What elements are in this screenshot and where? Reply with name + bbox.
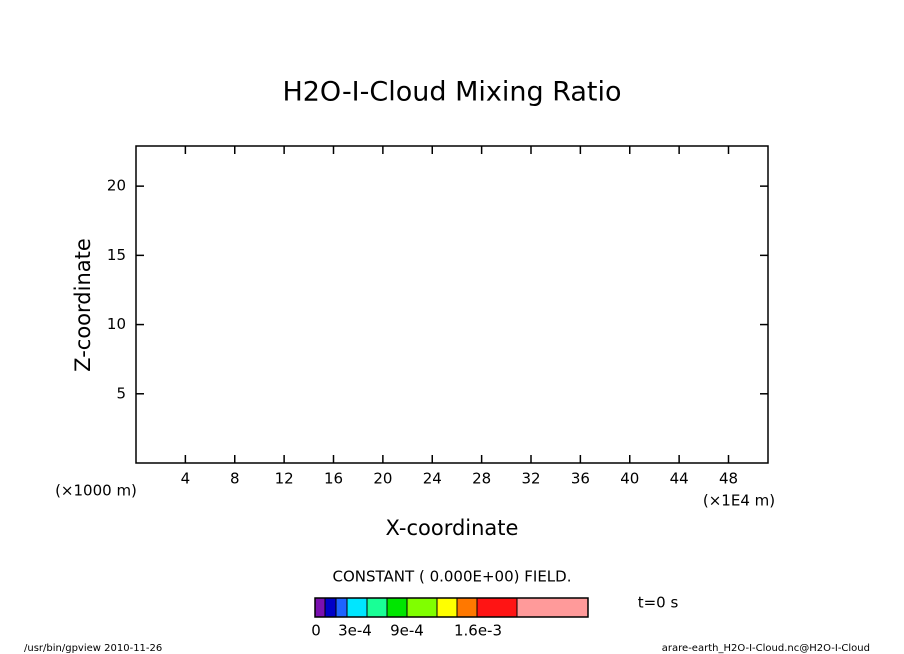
y-axis-label: Z-coordinate (71, 238, 95, 372)
x-tick-label: 28 (472, 470, 491, 488)
colorbar-label: 3e-4 (338, 622, 372, 640)
colorbar-segment (516, 597, 589, 618)
x-tick-label: 32 (521, 470, 540, 488)
x-unit: (×1E4 m) (703, 492, 775, 510)
y-tick-label: 20 (107, 177, 126, 195)
y-tick-label: 10 (107, 315, 126, 333)
footer-right: arare-earth_H2O-I-Cloud.nc@H2O-I-Cloud (662, 643, 870, 654)
x-tick-label: 24 (423, 470, 442, 488)
colorbar-segment (314, 597, 326, 618)
x-tick-label: 44 (670, 470, 689, 488)
x-tick-label: 20 (373, 470, 392, 488)
time-label: t=0 s (638, 594, 679, 612)
colorbar-label: 9e-4 (390, 622, 424, 640)
x-tick-label: 40 (620, 470, 639, 488)
plot-frame (135, 145, 769, 464)
colorbar-segment (335, 597, 348, 618)
y-unit: (×1000 m) (55, 482, 137, 500)
x-tick-label: 12 (275, 470, 294, 488)
x-tick-label: 48 (719, 470, 738, 488)
x-tick-label: 16 (324, 470, 343, 488)
colorbar-label: 0 (311, 622, 321, 640)
x-tick-label: 36 (571, 470, 590, 488)
colorbar (314, 597, 589, 618)
colorbar-segment (406, 597, 438, 618)
x-axis-label: X-coordinate (386, 516, 519, 540)
colorbar-segment (324, 597, 337, 618)
colorbar-segment (436, 597, 458, 618)
y-tick-label: 5 (116, 384, 126, 402)
y-tick-label: 15 (107, 246, 126, 264)
colorbar-segment (366, 597, 388, 618)
colorbar-segment (456, 597, 478, 618)
colorbar-segment (346, 597, 368, 618)
field-note: CONSTANT ( 0.000E+00) FIELD. (333, 568, 572, 586)
chart-title: H2O-I-Cloud Mixing Ratio (282, 77, 621, 108)
colorbar-frame (314, 597, 589, 618)
colorbar-segment (476, 597, 518, 618)
x-tick-label: 8 (230, 470, 240, 488)
x-tick-label: 4 (181, 470, 191, 488)
footer-left: /usr/bin/gpview 2010-11-26 (24, 643, 162, 654)
colorbar-label: 1.6e-3 (454, 622, 502, 640)
colorbar-segment (386, 597, 408, 618)
